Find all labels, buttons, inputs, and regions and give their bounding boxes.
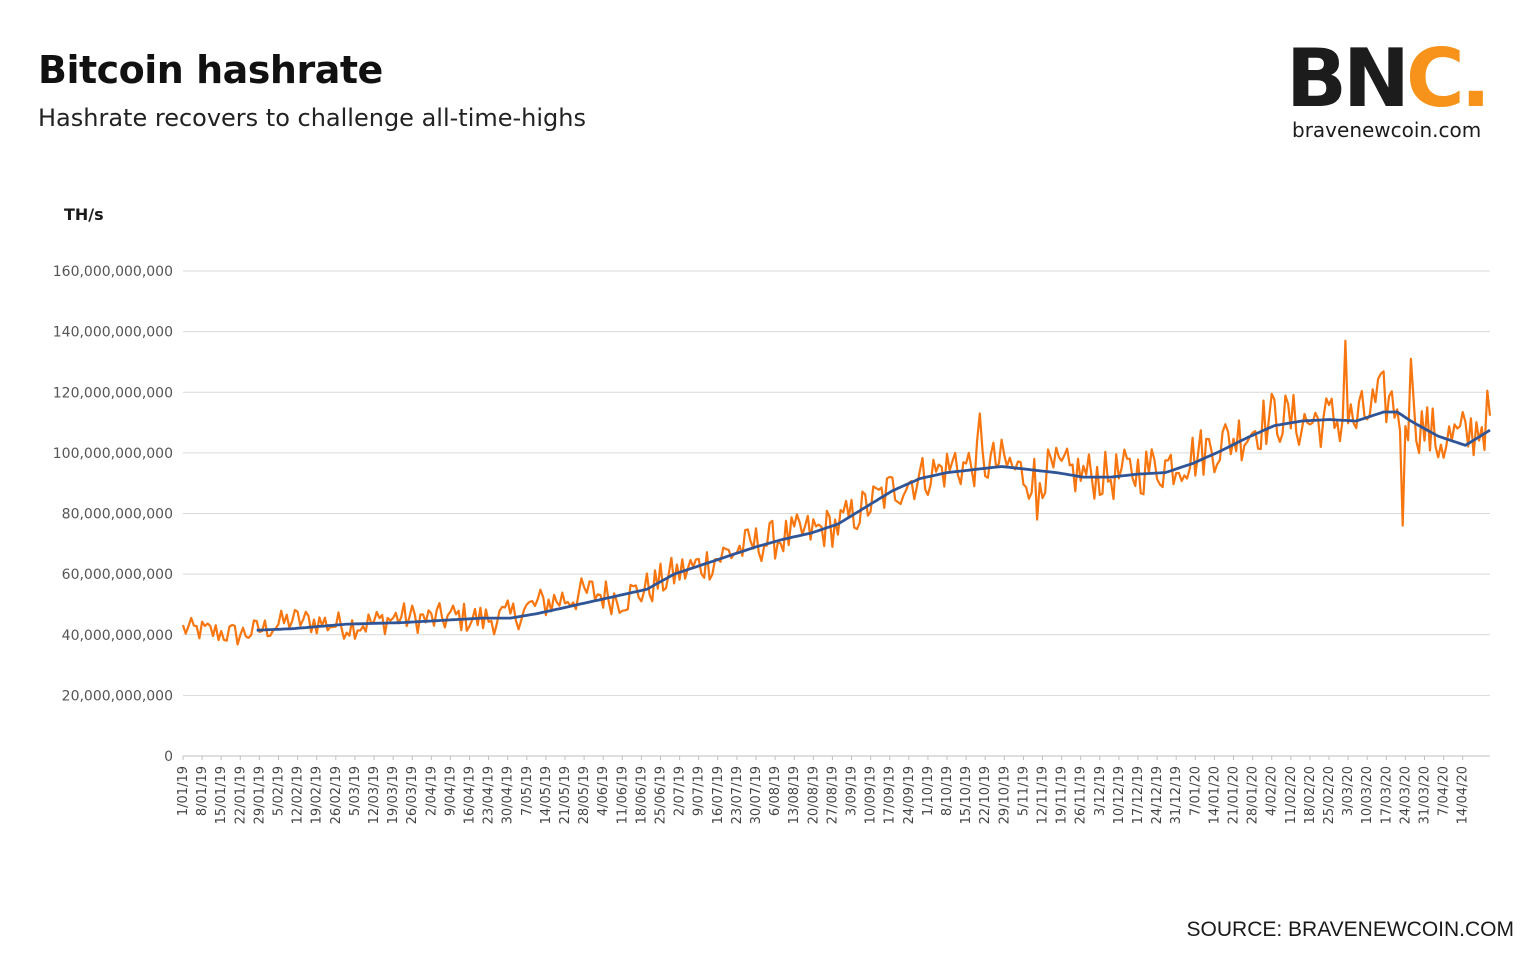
chart-subtitle: Hashrate recovers to challenge all-time-… — [38, 104, 586, 132]
x-tick-label: 28/05/19 — [577, 766, 592, 824]
x-tick-label: 14/04/20 — [1456, 766, 1471, 824]
x-tick-label: 22/01/19 — [233, 766, 248, 824]
x-tick-label: 22/10/19 — [978, 766, 993, 824]
x-tick-label: 31/12/19 — [1169, 766, 1184, 824]
bnc-logo: BNC. bravenewcoin.com — [1286, 34, 1516, 144]
y-axis-ticks: 0 20,000,000,000 40,000,000,000 60,000,000,… — [53, 264, 173, 765]
x-tick-label: 30/07/19 — [749, 766, 764, 824]
source-note: SOURCE: BRAVENEWCOIN.COM — [1186, 918, 1514, 941]
x-tick-label: 17/12/19 — [1131, 766, 1146, 824]
x-tick-label: 16/07/19 — [711, 766, 726, 824]
x-tick-label: 4/02/20 — [1265, 766, 1280, 816]
x-tick-label: 17/09/19 — [883, 766, 898, 824]
y-tick-label: 80,000,000,000 — [62, 507, 173, 523]
x-tick-label: 30/04/19 — [501, 766, 516, 824]
x-tick-label: 19/02/19 — [310, 766, 325, 824]
x-tick-label: 17/03/20 — [1379, 766, 1394, 824]
x-tick-label: 24/03/20 — [1398, 766, 1413, 824]
x-tick-label: 1/10/19 — [921, 766, 936, 816]
y-tick-label: 160,000,000,000 — [53, 264, 173, 280]
x-tick-label: 12/03/19 — [367, 766, 382, 824]
x-tick-label: 10/12/19 — [1112, 766, 1127, 824]
x-tick-label: 7/04/20 — [1437, 766, 1452, 816]
x-tick-label: 7/01/20 — [1188, 766, 1203, 816]
bnc-logo-accent: C. — [1405, 32, 1491, 125]
x-tick-label: 15/01/19 — [214, 766, 229, 824]
series-line-daily-hashrate — [181, 339, 1492, 646]
x-tick-label: 29/01/19 — [252, 766, 267, 824]
x-tick-label: 3/12/19 — [1093, 766, 1108, 816]
bnc-logo-mark: BNC. — [1286, 32, 1491, 125]
x-tick-label: 26/02/19 — [329, 766, 344, 824]
y-tick-label: 100,000,000,000 — [53, 446, 173, 462]
x-tick-label: 12/02/19 — [291, 766, 306, 824]
x-tick-label: 25/02/20 — [1322, 766, 1337, 824]
x-tick-label: 23/07/19 — [730, 766, 745, 824]
x-tick-label: 7/05/19 — [520, 766, 535, 816]
x-tick-label: 18/02/20 — [1303, 766, 1318, 824]
x-tick-label: 21/01/20 — [1227, 766, 1242, 824]
x-tick-label: 23/04/19 — [482, 766, 497, 824]
bnc-logo-url: bravenewcoin.com — [1292, 118, 1482, 142]
x-tick-label: 15/10/19 — [959, 766, 974, 824]
x-tick-label: 24/09/19 — [902, 766, 917, 824]
x-tick-label: 2/04/19 — [424, 766, 439, 816]
x-tick-label: 31/03/20 — [1418, 766, 1433, 824]
x-tick-label: 11/06/19 — [615, 766, 630, 824]
y-tick-label: 60,000,000,000 — [62, 567, 173, 583]
y-tick-label: 140,000,000,000 — [53, 325, 173, 341]
x-tick-label: 3/03/20 — [1341, 766, 1356, 816]
x-tick-label: 8/01/19 — [195, 766, 210, 816]
x-tick-label: 26/11/19 — [1074, 766, 1089, 824]
x-tick-label: 20/08/19 — [806, 766, 821, 824]
grid-lines — [183, 270, 1490, 757]
x-tick-label: 10/09/19 — [864, 766, 879, 824]
x-tick-label: 14/05/19 — [539, 766, 554, 824]
x-tick-label: 19/11/19 — [1055, 766, 1070, 824]
y-tick-label: 120,000,000,000 — [53, 385, 173, 401]
x-tick-label: 12/11/19 — [1036, 766, 1051, 824]
x-tick-label: 25/06/19 — [654, 766, 669, 824]
bnc-logo-letters: BN — [1286, 32, 1410, 125]
x-tick-label: 18/06/19 — [634, 766, 649, 824]
x-tick-label: 3/09/19 — [845, 766, 860, 816]
x-tick-label: 11/02/20 — [1284, 766, 1299, 824]
x-tick-label: 21/05/19 — [558, 766, 573, 824]
x-tick-label: 4/06/19 — [596, 766, 611, 816]
x-tick-label: 9/07/19 — [692, 766, 707, 816]
x-tick-label: 8/10/19 — [940, 766, 955, 816]
x-tick-label: 5/03/19 — [348, 766, 363, 816]
x-tick-label: 14/01/20 — [1207, 766, 1222, 824]
chart-title: Bitcoin hashrate — [38, 48, 383, 92]
y-axis-label: TH/s — [64, 205, 104, 224]
x-tick-label: 1/01/19 — [176, 766, 191, 816]
x-tick-label: 5/11/19 — [1016, 766, 1031, 816]
x-tick-label: 5/02/19 — [272, 766, 287, 816]
x-tick-label: 26/03/19 — [405, 766, 420, 824]
x-tick-label: 28/01/20 — [1246, 766, 1261, 824]
y-tick-label: 40,000,000,000 — [62, 628, 173, 644]
x-tick-label: 19/03/19 — [386, 766, 401, 824]
x-tick-label: 24/12/19 — [1150, 766, 1165, 824]
x-tick-label: 9/04/19 — [443, 766, 458, 816]
y-tick-label: 0 — [164, 749, 173, 765]
x-tick-label: 13/08/19 — [787, 766, 802, 824]
x-tick-label: 2/07/19 — [673, 766, 688, 816]
x-tick-label: 10/03/20 — [1360, 766, 1375, 824]
y-tick-label: 20,000,000,000 — [62, 688, 173, 704]
x-axis-ticks: 1/01/19 8/01/19 15/01/19 22/01/19 29/01/19 5/… — [176, 756, 1471, 824]
x-tick-label: 29/10/19 — [997, 766, 1012, 824]
x-tick-label: 16/04/19 — [463, 766, 478, 824]
x-tick-label: 6/08/19 — [768, 766, 783, 816]
x-tick-label: 27/08/19 — [825, 766, 840, 824]
series-line-moving-average — [256, 410, 1491, 632]
